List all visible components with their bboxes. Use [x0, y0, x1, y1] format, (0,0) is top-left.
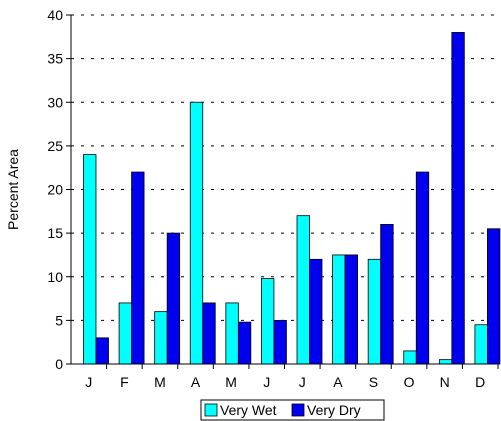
- legend-swatch: [204, 403, 218, 417]
- bar-very-wet: [403, 350, 417, 365]
- bar-very-dry: [202, 302, 216, 365]
- bar-very-dry: [309, 258, 323, 365]
- legend-label: Very Wet: [220, 402, 277, 418]
- bar-very-wet: [189, 101, 204, 365]
- x-tick-label: J: [299, 374, 306, 390]
- bar-very-wet: [118, 302, 132, 365]
- x-tick-label: J: [263, 374, 270, 390]
- bar-very-dry: [95, 337, 109, 365]
- bar-very-wet: [83, 154, 97, 365]
- x-tick-label: S: [369, 374, 378, 390]
- bar-very-dry: [344, 254, 358, 365]
- bar-very-dry: [273, 319, 287, 365]
- y-tick-label: 10: [47, 269, 63, 285]
- x-tick-label: J: [85, 374, 92, 390]
- legend-label: Very Dry: [307, 402, 361, 418]
- bar-very-wet: [154, 311, 168, 365]
- legend-swatch: [291, 403, 305, 417]
- axes: 0 5 10 15 20 25 30 35 40 J F M A M J J A S O N D Percent Area: [5, 7, 499, 390]
- bar-very-dry: [415, 171, 430, 365]
- bar-very-wet: [332, 254, 346, 365]
- bar-very-wet: [474, 324, 488, 365]
- bar-very-wet: [438, 359, 453, 365]
- bar-very-wet: [367, 258, 382, 365]
- x-tick-label: M: [154, 374, 166, 390]
- legend: Very Wet Very Dry: [200, 399, 385, 421]
- y-tick-label: 5: [55, 312, 63, 328]
- y-tick-label: 30: [47, 94, 63, 110]
- bar-very-wet: [296, 215, 310, 365]
- bar-very-dry: [380, 223, 394, 365]
- y-axis-title: Percent Area: [5, 149, 21, 230]
- y-tick-label: 25: [47, 138, 63, 154]
- bar-very-dry: [166, 232, 181, 365]
- bar-very-dry: [487, 228, 501, 365]
- y-tick-label: 15: [47, 225, 63, 241]
- x-tick-label: D: [475, 374, 485, 390]
- bar-very-dry: [131, 171, 145, 365]
- x-tick-label: A: [333, 374, 343, 390]
- y-tick-label: 40: [47, 7, 63, 23]
- bar-very-wet: [261, 278, 275, 365]
- x-tick-label: A: [191, 374, 201, 390]
- x-tick-label: M: [225, 374, 237, 390]
- bar-very-dry: [451, 32, 465, 365]
- x-tick-label: O: [404, 374, 415, 390]
- bar-very-dry: [237, 321, 252, 365]
- bar-very-wet: [225, 302, 239, 365]
- x-tick-label: N: [440, 374, 450, 390]
- bars: [83, 32, 501, 365]
- y-tick-label: 0: [55, 356, 63, 372]
- y-tick-label: 35: [47, 51, 63, 67]
- y-tick-label: 20: [47, 182, 63, 198]
- x-tick-label: F: [120, 374, 129, 390]
